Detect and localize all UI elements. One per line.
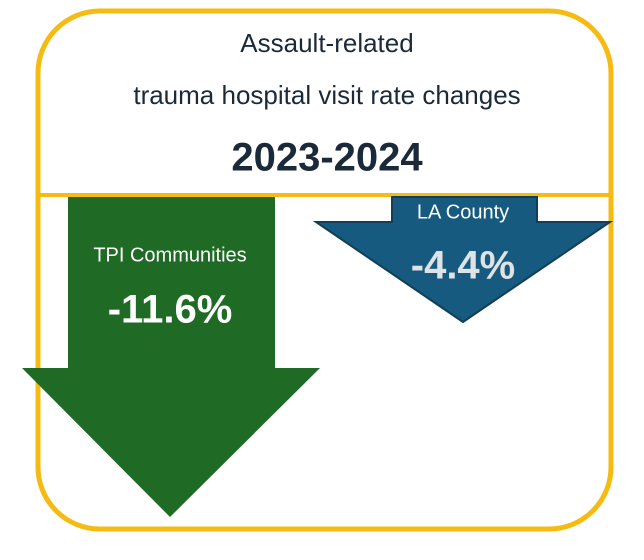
item-value: -4.4% [411,244,516,288]
item-value: -11.6% [108,288,233,332]
title-line: trauma hospital visit rate changes [133,80,520,110]
item-label: LA County [417,201,509,223]
blue-arrow [312,196,614,324]
period: 2023-2024 [231,136,423,180]
green-arrow [22,197,320,517]
title-line: Assault-related [240,28,413,58]
item-label: TPI Communities [93,244,246,266]
